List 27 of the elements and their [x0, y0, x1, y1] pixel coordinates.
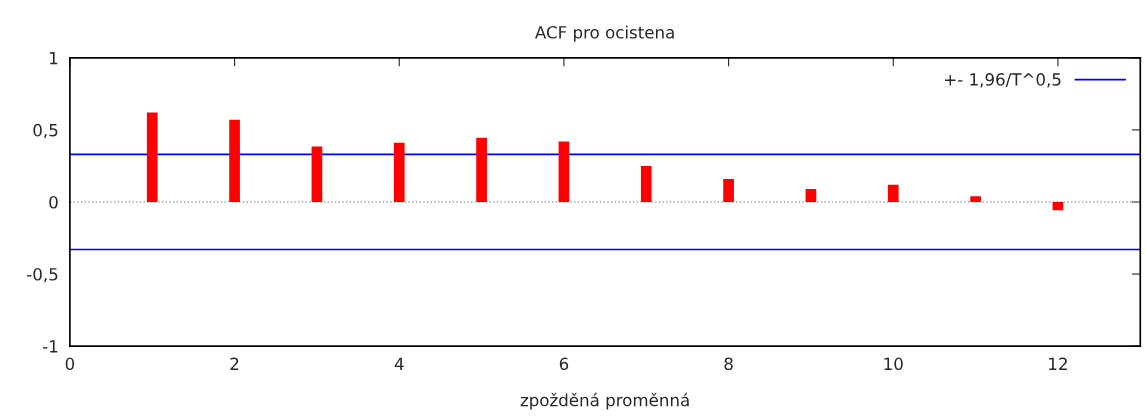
bar: [558, 141, 570, 202]
bar: [805, 189, 817, 202]
bar: [723, 178, 734, 202]
x-axis-title: zpožděná proměnná: [520, 392, 689, 410]
bar: [311, 146, 323, 202]
x-tick-label: 0: [65, 357, 75, 371]
y-tick-label: 0,5: [33, 123, 58, 139]
x-tick-label: 2: [230, 357, 239, 370]
y-tick-label: -1: [42, 340, 58, 353]
bar: [476, 137, 487, 202]
y-tick-label: 0: [49, 195, 58, 209]
bar: [146, 112, 158, 202]
x-tick-label: 10: [884, 357, 903, 371]
bar: [1052, 201, 1064, 211]
x-tick-label: 6: [559, 357, 569, 371]
bar: [640, 165, 652, 202]
y-tick-label: -0,5: [27, 268, 58, 283]
bar: [393, 142, 405, 202]
bar: [887, 184, 899, 202]
bar: [229, 119, 240, 202]
x-tick-label: 4: [394, 357, 404, 370]
bar: [970, 196, 981, 202]
chart-title: ACF pro ocistena: [535, 25, 674, 42]
x-tick-label: 12: [1049, 357, 1067, 370]
y-tick-label: 1: [50, 52, 58, 65]
legend-label: +- 1,96/T^0,5: [945, 73, 1061, 88]
x-tick-label: 8: [724, 357, 733, 371]
